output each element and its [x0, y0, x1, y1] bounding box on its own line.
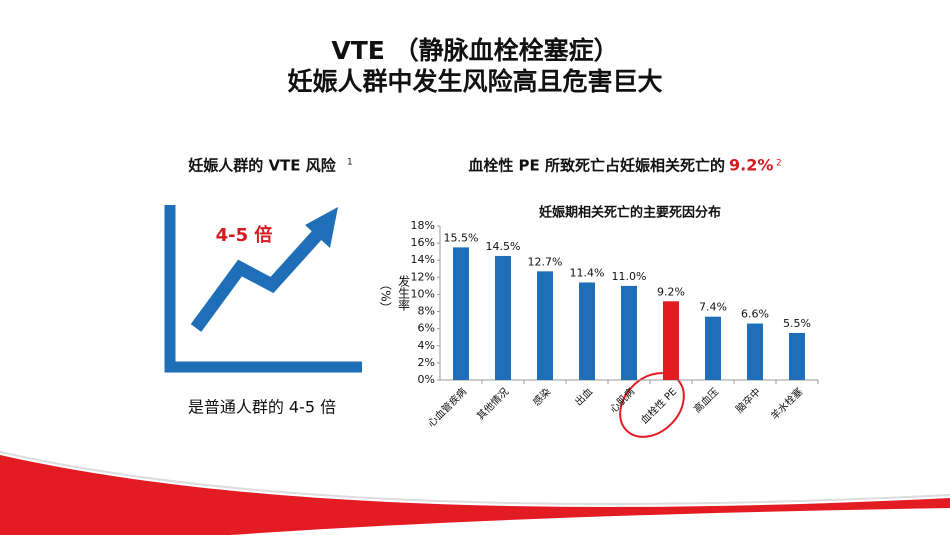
- y-tick-label: 14%: [411, 253, 435, 266]
- risk-arrow: [190, 229, 323, 332]
- bar: [663, 301, 679, 380]
- title-line1: VTE （静脉血栓栓塞症）: [331, 36, 618, 65]
- value-label: 5.5%: [783, 317, 811, 330]
- risk-arrowhead: [305, 207, 338, 248]
- right-title: 血栓性 PE 所致死亡占妊娠相关死亡的: [468, 157, 725, 175]
- value-label: 11.0%: [612, 270, 647, 283]
- value-label: 9.2%: [657, 285, 685, 298]
- y-tick-label: 0%: [418, 373, 435, 386]
- bar: [789, 332, 805, 380]
- bar: [621, 285, 637, 380]
- y-tick-label: 12%: [411, 270, 435, 283]
- value-label: 7.4%: [699, 301, 727, 314]
- y-tick-label: 8%: [418, 305, 435, 318]
- y-tick-label: 6%: [418, 322, 435, 335]
- y-tick-label: 4%: [418, 339, 435, 352]
- bar: [579, 282, 595, 380]
- chart-title: 妊娠期相关死亡的主要死因分布: [539, 205, 721, 221]
- footer-swoosh-white: [230, 508, 950, 535]
- left-caption: 是普通人群的 4-5 倍: [188, 398, 336, 417]
- y-label: 发生率: [397, 274, 411, 311]
- left-ref: 1: [347, 158, 353, 168]
- value-label: 6.6%: [741, 308, 769, 321]
- value-label: 11.4%: [570, 266, 605, 279]
- bar: [495, 255, 511, 380]
- y-tick-label: 2%: [418, 356, 435, 369]
- right-highlight: 9.2%: [729, 156, 773, 175]
- title-line2: 妊娠人群中发生风险高且危害巨大: [287, 67, 662, 96]
- risk-axes: [164, 205, 362, 373]
- bar: [453, 247, 469, 380]
- bar: [537, 271, 553, 380]
- right-ref: 2: [776, 159, 782, 169]
- y-tick-label: 18%: [411, 219, 435, 232]
- bar: [705, 316, 721, 380]
- y-unit: （%）: [379, 278, 393, 313]
- value-label: 12.7%: [528, 255, 563, 268]
- y-tick-label: 10%: [411, 287, 435, 300]
- value-label: 14.5%: [486, 240, 521, 253]
- value-label: 15.5%: [444, 231, 479, 244]
- y-tick-label: 16%: [411, 236, 435, 249]
- bar: [747, 323, 763, 380]
- arrow-label: 4-5 倍: [216, 224, 273, 246]
- left-title: 妊娠人群的 VTE 风险: [188, 157, 337, 175]
- footer-line: [0, 451, 950, 505]
